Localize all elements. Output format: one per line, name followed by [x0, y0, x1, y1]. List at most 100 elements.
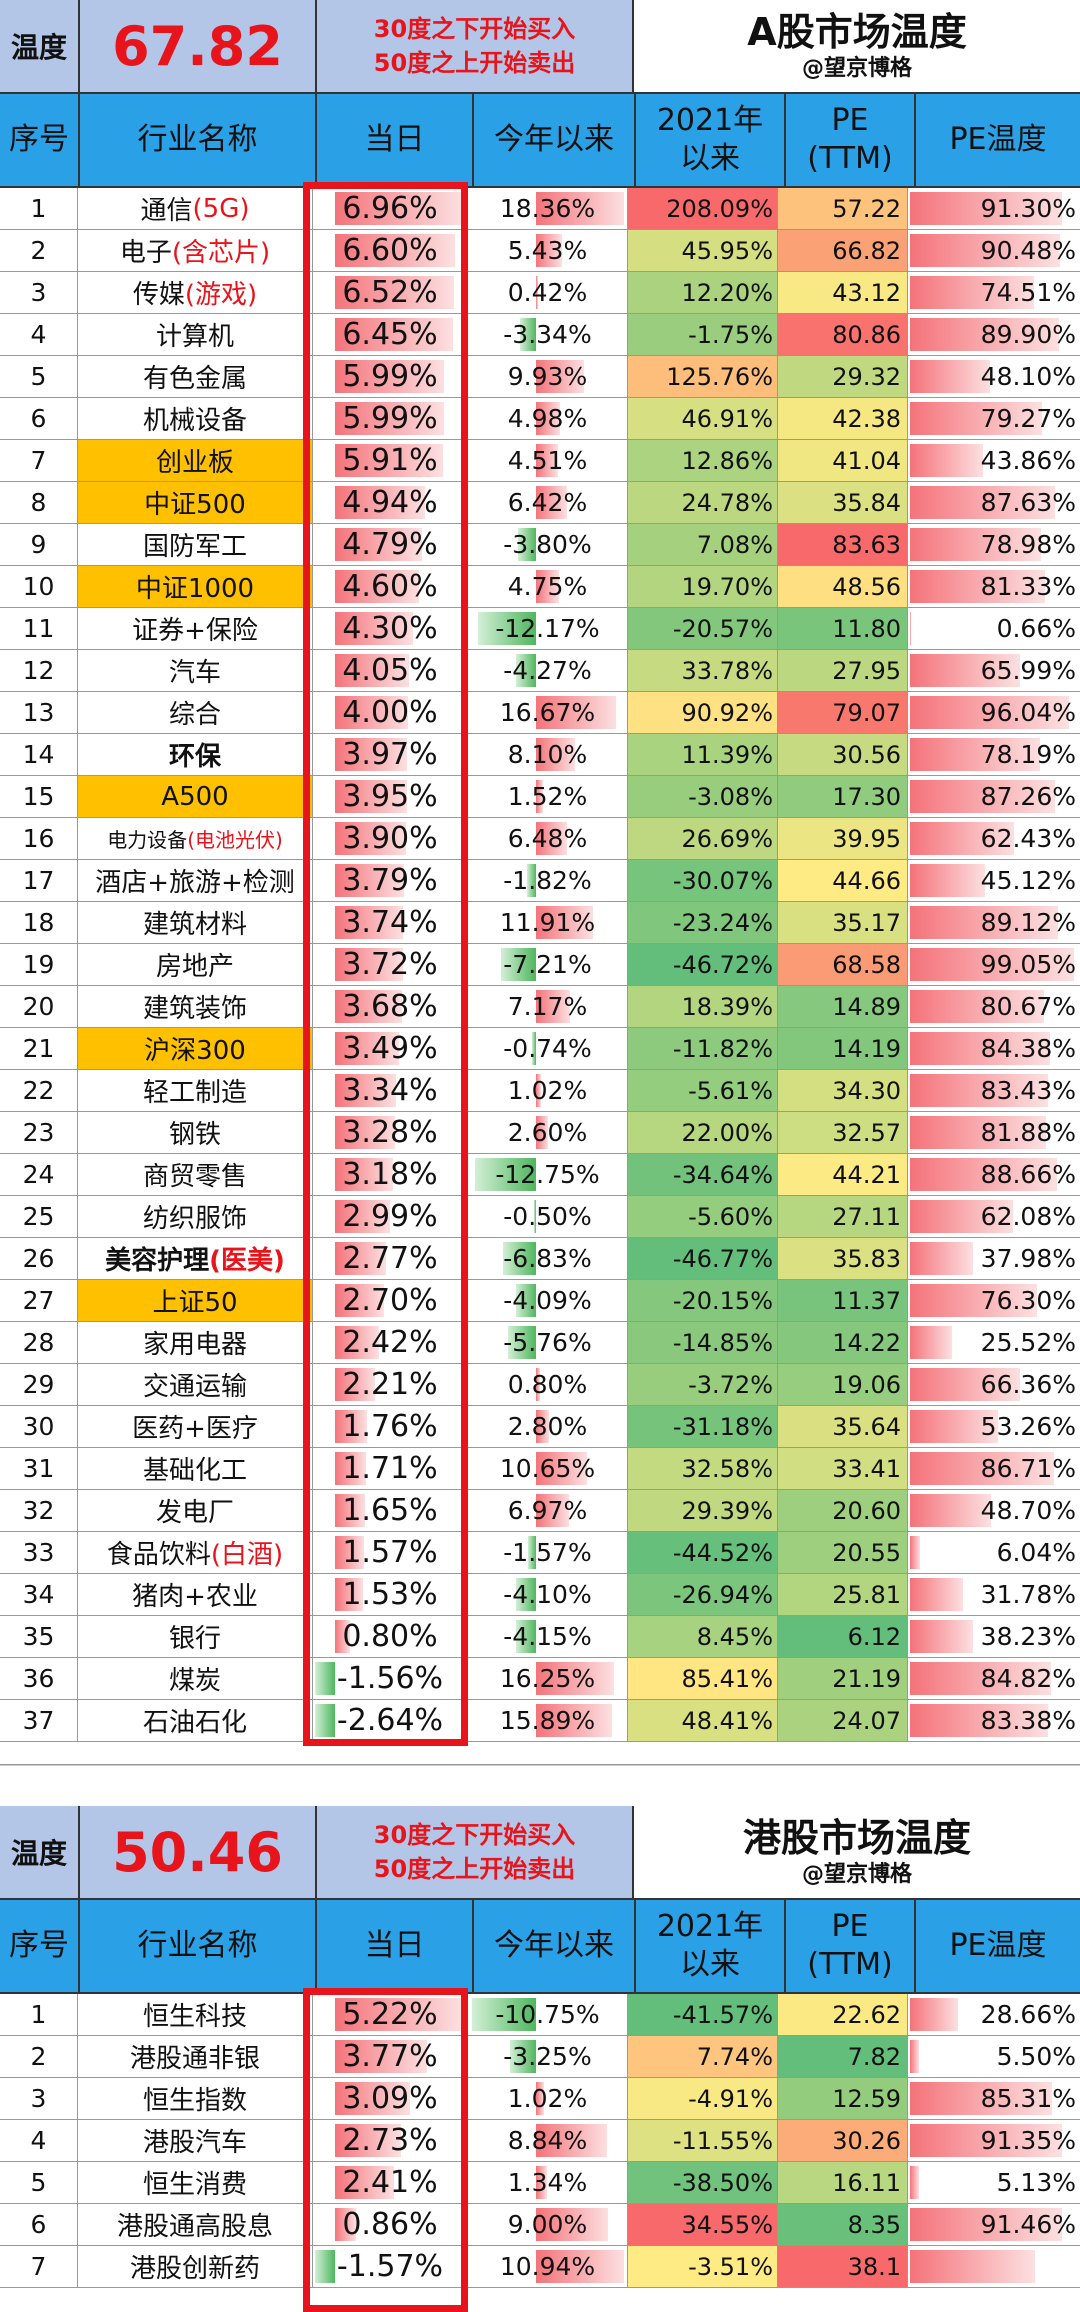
industry-name: 轻工制造: [142, 1078, 247, 1108]
row-index: 6: [0, 398, 78, 439]
industry-name: 恒生消费: [142, 2170, 247, 2200]
ytd-change-value: 11.91%: [499, 908, 596, 937]
industry-name: 恒生指数: [142, 2086, 247, 2116]
pe-ttm-cell: 14.89: [778, 986, 908, 1027]
pe-temperature-cell: 84.38%: [908, 1028, 1080, 1069]
ytd-change-bar: [536, 444, 558, 477]
pe-ttm-cell: 6.12: [778, 1616, 908, 1657]
pe-temperature-bar: [910, 1284, 1037, 1317]
pe-temperature-bar: [910, 780, 1055, 813]
day-change-bar: [335, 1494, 366, 1527]
pe-ttm-cell: 14.22: [778, 1322, 908, 1363]
col-since-2021: 2021年以来: [636, 94, 786, 186]
row-index: 2: [0, 230, 78, 271]
industry-name-cell: 综合: [78, 692, 313, 733]
since-2021-value: -46.72%: [672, 950, 773, 979]
pe-temperature-cell: 6.04%: [908, 1532, 1080, 1573]
col-ytd: 今年以来: [474, 1900, 636, 1992]
since-2021-value: -31.18%: [672, 1412, 773, 1441]
pe-temperature-bar: [910, 1662, 1051, 1695]
table-row: 22 轻工制造 3.34% 1.02% -5.61% 34.30 83.43%: [0, 1070, 1080, 1112]
pe-temperature-value: 66.36%: [980, 1370, 1076, 1399]
row-index: 10: [0, 566, 78, 607]
pe-ttm-cell: 17.30: [778, 776, 908, 817]
day-change-cell: 2.99%: [313, 1196, 468, 1237]
ytd-change-bar: [536, 1116, 549, 1149]
row-index: 1: [0, 1994, 78, 2035]
pe-temperature-cell: 81.33%: [908, 566, 1080, 607]
pe-temperature-bar: [910, 2124, 1062, 2157]
table-row: 27 上证50 2.70% -4.09% -20.15% 11.37 76.30%: [0, 1280, 1080, 1322]
pe-temperature-value: 81.33%: [980, 572, 1076, 601]
ytd-change-cell: 6.48%: [468, 818, 628, 859]
since-2021-value: 26.69%: [681, 824, 773, 853]
ytd-change-value: -4.10%: [503, 1580, 592, 1609]
row-index: 11: [0, 608, 78, 649]
column-header-row: 序号 行业名称 当日 今年以来 2021年以来 PE (TTM) PE温度: [0, 94, 1080, 188]
table-row: 12 汽车 4.05% -4.27% 33.78% 27.95 65.99%: [0, 650, 1080, 692]
ytd-change-cell: 1.02%: [468, 2078, 628, 2119]
since-2021-value: -34.64%: [672, 1160, 773, 1189]
industry-name: 建筑材料: [142, 910, 247, 940]
day-change-bar: [335, 360, 445, 393]
table-row: 25 纺织服饰 2.99% -0.50% -5.60% 27.11 62.08%: [0, 1196, 1080, 1238]
day-change-bar: [335, 192, 462, 225]
ytd-change-bar: [536, 1410, 550, 1443]
ytd-change-cell: -7.21%: [468, 944, 628, 985]
since-2021-value: -5.60%: [688, 1202, 773, 1231]
a-share-table-body: 1 通信 (5G) 6.96% 18.36% 208.09% 57.22 91.30% 2 电子(…: [0, 188, 1080, 1765]
ytd-change-cell: -0.50%: [468, 1196, 628, 1237]
ytd-change-value: 2.60%: [507, 1118, 588, 1147]
row-index: 31: [0, 1448, 78, 1489]
industry-name-cell: 证券+保险: [78, 608, 313, 649]
industry-name-cell: 港股汽车: [78, 2120, 313, 2161]
since-2021-value: 7.08%: [696, 530, 773, 559]
pe-ttm-cell: 27.11: [778, 1196, 908, 1237]
strategy-note: 30度之下开始买入 50度之上开始卖出: [317, 0, 634, 92]
pe-temperature-cell: 83.38%: [908, 1700, 1080, 1741]
ytd-change-bar: [536, 1494, 570, 1527]
day-change-bar: [335, 948, 403, 981]
ytd-change-cell: 0.80%: [468, 1364, 628, 1405]
day-change-value: 3.77%: [342, 2039, 438, 2074]
since-2021-cell: 208.09%: [628, 188, 778, 229]
a-share-section: 温度 67.82 30度之下开始买入 50度之上开始卖出 A股市场温度 @望京博…: [0, 0, 1080, 1765]
industry-name: 房地产: [155, 952, 234, 982]
ytd-change-value: 16.67%: [499, 698, 596, 727]
ytd-change-cell: -0.74%: [468, 1028, 628, 1069]
pe-temperature-value: 83.38%: [980, 1706, 1076, 1735]
table-row: 2 电子 (含芯片) 6.60% 5.43% 45.95% 66.82 90.48%: [0, 230, 1080, 272]
day-change-cell: -1.56%: [313, 1658, 468, 1699]
industry-name-cell: 沪深300: [78, 1028, 313, 1069]
day-change-cell: 4.00%: [313, 692, 468, 733]
industry-name-cell: 环保: [78, 734, 313, 775]
pe-ttm-value: 20.60: [832, 1496, 901, 1525]
ytd-change-bar: [536, 402, 560, 435]
pe-temperature-bar: [910, 2166, 919, 2199]
pe-ttm-cell: 35.84: [778, 482, 908, 523]
ytd-change-value: 6.97%: [507, 1496, 588, 1525]
table-row: 32 发电厂 1.65% 6.97% 29.39% 20.60 48.70%: [0, 1490, 1080, 1532]
pe-temperature-value: 43.86%: [980, 446, 1076, 475]
industry-name: 电力设备: [107, 828, 188, 852]
ytd-change-value: -3.80%: [503, 530, 592, 559]
ytd-change-cell: 1.34%: [468, 2162, 628, 2203]
since-2021-value: 48.41%: [681, 1706, 773, 1735]
hk-share-table-body: 1 恒生科技 5.22% -10.75% -41.57% 22.62 28.66% 2 港股通非…: [0, 1994, 1080, 2288]
pe-ttm-cell: 39.95: [778, 818, 908, 859]
industry-name: 中证500: [144, 490, 246, 520]
pe-temperature-cell: 99.05%: [908, 944, 1080, 985]
pe-ttm-cell: 43.12: [778, 272, 908, 313]
since-2021-value: -11.55%: [672, 2126, 773, 2155]
table-row: 13 综合 4.00% 16.67% 90.92% 79.07 96.04%: [0, 692, 1080, 734]
day-change-cell: 4.60%: [313, 566, 468, 607]
since-2021-cell: 26.69%: [628, 818, 778, 859]
day-change-cell: 2.21%: [313, 1364, 468, 1405]
since-2021-cell: 125.76%: [628, 356, 778, 397]
day-change-cell: 4.79%: [313, 524, 468, 565]
since-2021-cell: 12.20%: [628, 272, 778, 313]
table-row: 26 美容护理 (医美) 2.77% -6.83% -46.77% 35.83 37.98%: [0, 1238, 1080, 1280]
row-index: 33: [0, 1532, 78, 1573]
since-2021-cell: -5.60%: [628, 1196, 778, 1237]
day-change-value: 2.77%: [342, 1241, 438, 1276]
